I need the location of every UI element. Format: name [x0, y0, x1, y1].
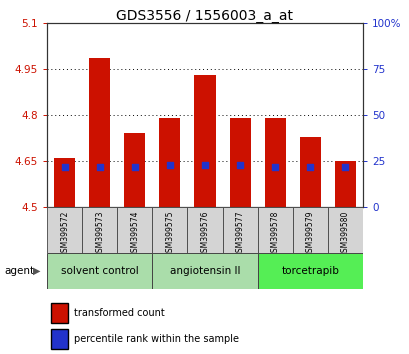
- Bar: [82, 207, 117, 253]
- Point: [61, 164, 68, 170]
- Bar: [159, 118, 180, 207]
- Bar: [152, 253, 257, 289]
- Bar: [194, 75, 215, 207]
- Text: angiotensin II: angiotensin II: [169, 266, 240, 276]
- Point: [166, 162, 173, 167]
- Text: GSM399576: GSM399576: [200, 211, 209, 257]
- Text: solvent control: solvent control: [61, 266, 138, 276]
- Bar: [152, 207, 187, 253]
- Bar: [89, 58, 110, 207]
- Bar: [187, 207, 222, 253]
- Bar: [264, 118, 285, 207]
- Bar: [47, 207, 82, 253]
- Point: [341, 164, 348, 170]
- Text: GSM399574: GSM399574: [130, 211, 139, 257]
- Text: GSM399572: GSM399572: [60, 211, 69, 257]
- Text: GSM399578: GSM399578: [270, 211, 279, 257]
- Bar: [222, 207, 257, 253]
- Point: [236, 162, 243, 167]
- Point: [271, 164, 278, 170]
- Text: percentile rank within the sample: percentile rank within the sample: [74, 334, 238, 344]
- Text: torcetrapib: torcetrapib: [281, 266, 338, 276]
- Text: GSM399575: GSM399575: [165, 211, 174, 257]
- Bar: [124, 133, 145, 207]
- Text: GSM399580: GSM399580: [340, 211, 349, 257]
- Text: GSM399577: GSM399577: [235, 211, 244, 257]
- Point: [201, 162, 208, 167]
- Bar: [257, 207, 292, 253]
- Bar: [327, 207, 362, 253]
- Bar: [117, 207, 152, 253]
- Point: [131, 164, 138, 170]
- Point: [306, 164, 313, 170]
- Text: agent: agent: [4, 266, 34, 276]
- Bar: [54, 158, 75, 207]
- Text: transformed count: transformed count: [74, 308, 164, 318]
- Text: GSM399579: GSM399579: [305, 211, 314, 257]
- Bar: [299, 137, 320, 207]
- Point: [96, 164, 103, 170]
- Bar: [334, 161, 355, 207]
- Bar: [47, 253, 152, 289]
- Text: GSM399573: GSM399573: [95, 211, 104, 257]
- Text: GDS3556 / 1556003_a_at: GDS3556 / 1556003_a_at: [116, 9, 293, 23]
- Text: ▶: ▶: [33, 266, 40, 276]
- Bar: [257, 253, 362, 289]
- Bar: [292, 207, 327, 253]
- Bar: [229, 118, 250, 207]
